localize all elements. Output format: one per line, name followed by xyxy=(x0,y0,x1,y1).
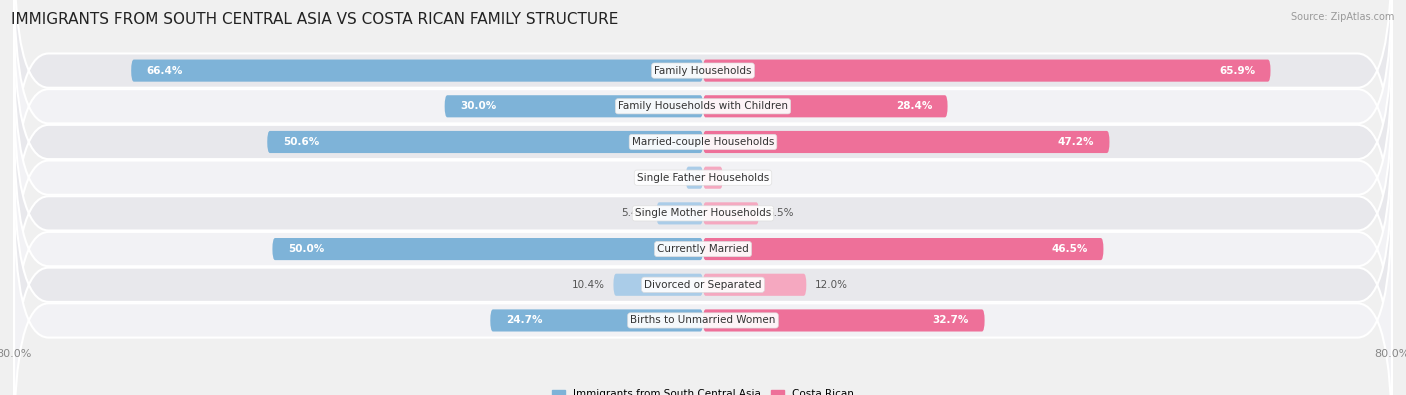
FancyBboxPatch shape xyxy=(613,274,703,296)
FancyBboxPatch shape xyxy=(703,309,984,331)
Text: 2.3%: 2.3% xyxy=(731,173,758,182)
FancyBboxPatch shape xyxy=(686,167,703,189)
FancyBboxPatch shape xyxy=(273,238,703,260)
Text: 12.0%: 12.0% xyxy=(815,280,848,290)
Text: 6.5%: 6.5% xyxy=(768,209,794,218)
FancyBboxPatch shape xyxy=(444,95,703,117)
Text: Currently Married: Currently Married xyxy=(657,244,749,254)
Text: Source: ZipAtlas.com: Source: ZipAtlas.com xyxy=(1291,12,1395,22)
Text: 50.0%: 50.0% xyxy=(288,244,325,254)
Text: 10.4%: 10.4% xyxy=(572,280,605,290)
Text: Family Households: Family Households xyxy=(654,66,752,75)
Text: IMMIGRANTS FROM SOUTH CENTRAL ASIA VS COSTA RICAN FAMILY STRUCTURE: IMMIGRANTS FROM SOUTH CENTRAL ASIA VS CO… xyxy=(11,12,619,27)
FancyBboxPatch shape xyxy=(703,167,723,189)
FancyBboxPatch shape xyxy=(14,159,1392,395)
Text: 24.7%: 24.7% xyxy=(506,316,543,325)
FancyBboxPatch shape xyxy=(14,52,1392,303)
FancyBboxPatch shape xyxy=(491,309,703,331)
Text: 2.0%: 2.0% xyxy=(651,173,678,182)
FancyBboxPatch shape xyxy=(703,274,807,296)
FancyBboxPatch shape xyxy=(267,131,703,153)
Text: Family Households with Children: Family Households with Children xyxy=(619,101,787,111)
FancyBboxPatch shape xyxy=(703,202,759,224)
Text: 32.7%: 32.7% xyxy=(932,316,969,325)
FancyBboxPatch shape xyxy=(703,238,1104,260)
FancyBboxPatch shape xyxy=(14,0,1392,232)
FancyBboxPatch shape xyxy=(703,95,948,117)
FancyBboxPatch shape xyxy=(14,88,1392,339)
Text: 46.5%: 46.5% xyxy=(1052,244,1088,254)
Text: Births to Unmarried Women: Births to Unmarried Women xyxy=(630,316,776,325)
FancyBboxPatch shape xyxy=(703,60,1271,82)
Text: 47.2%: 47.2% xyxy=(1057,137,1094,147)
FancyBboxPatch shape xyxy=(657,202,703,224)
Text: 66.4%: 66.4% xyxy=(146,66,183,75)
Text: Single Father Households: Single Father Households xyxy=(637,173,769,182)
Text: 28.4%: 28.4% xyxy=(896,101,932,111)
FancyBboxPatch shape xyxy=(14,123,1392,375)
FancyBboxPatch shape xyxy=(14,195,1392,395)
FancyBboxPatch shape xyxy=(14,16,1392,268)
FancyBboxPatch shape xyxy=(703,131,1109,153)
Text: 30.0%: 30.0% xyxy=(460,101,496,111)
Text: 50.6%: 50.6% xyxy=(283,137,319,147)
Text: Divorced or Separated: Divorced or Separated xyxy=(644,280,762,290)
Legend: Immigrants from South Central Asia, Costa Rican: Immigrants from South Central Asia, Cost… xyxy=(548,385,858,395)
FancyBboxPatch shape xyxy=(131,60,703,82)
Text: Married-couple Households: Married-couple Households xyxy=(631,137,775,147)
FancyBboxPatch shape xyxy=(14,0,1392,196)
Text: 65.9%: 65.9% xyxy=(1219,66,1256,75)
Text: 5.4%: 5.4% xyxy=(621,209,648,218)
Text: Single Mother Households: Single Mother Households xyxy=(636,209,770,218)
